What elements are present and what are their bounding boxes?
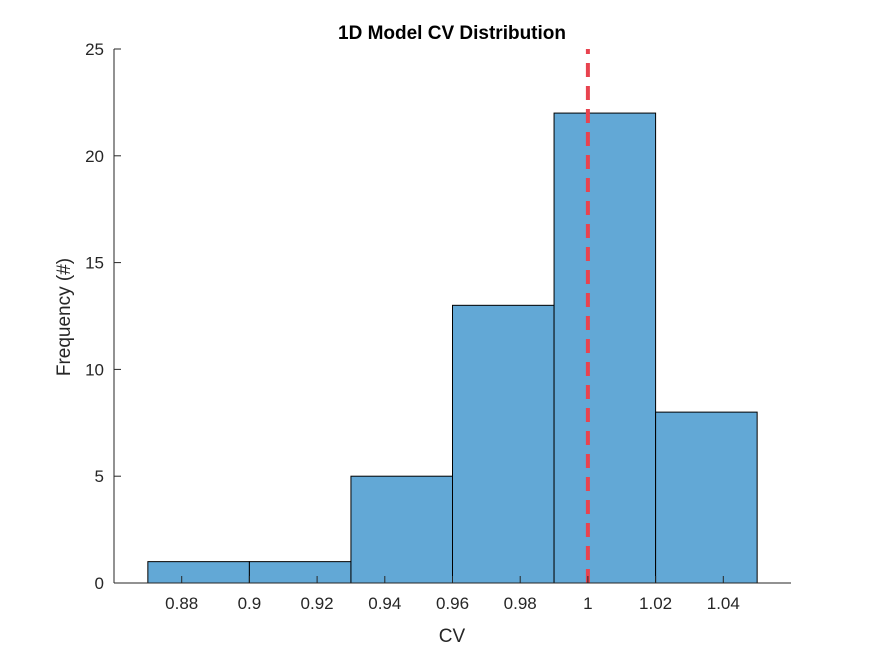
y-tick-label-1: 5 [95,467,104,486]
histogram-bar-1 [248,561,352,584]
x-axis-label: CV [439,626,466,647]
x-tick-label-4: 0.96 [436,594,469,613]
x-tick-label-2: 0.92 [301,594,334,613]
x-tick-label-8: 1.04 [707,594,740,613]
histogram-bar-0 [147,561,250,584]
y-tick-label-0: 0 [95,574,104,593]
histogram-bar-5 [655,411,758,584]
x-tick-label-1: 0.9 [238,594,262,613]
histogram-bar-2 [350,475,454,584]
x-ticks-group: 0.88 0.9 0.92 0.94 0.96 0.98 1 1.02 1.04 [165,576,740,613]
x-tick-label-6: 1 [583,594,592,613]
chart-title: 1D Model CV Distribution [338,23,566,44]
y-tick-label-4: 20 [85,147,104,166]
y-axis-label: Frequency (#) [54,258,75,376]
y-tick-label-3: 15 [85,254,104,273]
bars-group [147,112,758,584]
y-ticks-group: 0 5 10 15 20 25 [85,40,121,593]
x-tick-label-3: 0.94 [368,594,401,613]
y-tick-label-2: 10 [85,360,104,379]
y-tick-label-5: 25 [85,40,104,59]
x-tick-label-7: 1.02 [639,594,672,613]
x-tick-label-0: 0.88 [165,594,198,613]
histogram-bar-4 [553,112,657,584]
histogram-bar-3 [452,304,555,584]
x-tick-label-5: 0.98 [504,594,537,613]
